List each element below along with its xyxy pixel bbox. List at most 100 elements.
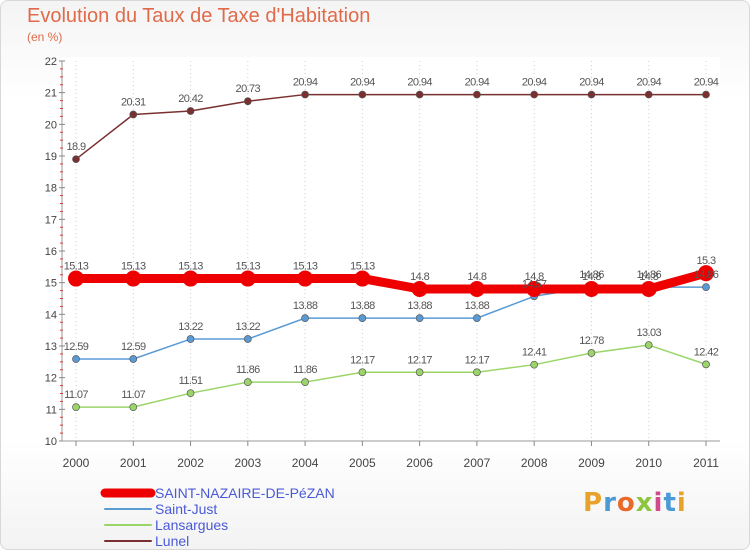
data-label: 11.86 bbox=[236, 364, 260, 376]
data-point bbox=[239, 270, 256, 287]
y-tick-label: 15 bbox=[45, 278, 57, 290]
data-label: 20.42 bbox=[178, 93, 203, 105]
data-point bbox=[186, 107, 195, 115]
data-label: 15.13 bbox=[121, 261, 146, 273]
data-label: 11.07 bbox=[121, 389, 145, 401]
data-point bbox=[186, 389, 195, 398]
y-tick-label: 14 bbox=[45, 309, 57, 321]
data-label: 12.78 bbox=[579, 335, 604, 347]
data-point bbox=[301, 378, 309, 386]
series-line bbox=[71, 268, 711, 294]
x-tick-label: 2009 bbox=[578, 456, 605, 470]
legend-label: Lansargues bbox=[155, 517, 228, 533]
x-tick-label: 2003 bbox=[234, 456, 261, 470]
x-tick-label: 2001 bbox=[120, 456, 147, 470]
data-label: 14.57 bbox=[522, 278, 547, 290]
y-tick-label: 17 bbox=[45, 214, 57, 226]
x-tick-label: 2004 bbox=[292, 456, 319, 470]
x-tick-label: 2010 bbox=[635, 456, 662, 470]
y-tick-label: 18 bbox=[45, 183, 57, 195]
data-label: 20.31 bbox=[121, 97, 146, 109]
data-point bbox=[354, 270, 371, 287]
data-label: 14.86 bbox=[636, 269, 661, 281]
data-label: 13.88 bbox=[293, 300, 318, 312]
data-point bbox=[301, 90, 309, 99]
data-label: 13.88 bbox=[465, 300, 490, 312]
data-label: 13.22 bbox=[178, 321, 203, 333]
chart-title: Evolution du Taux de Taxe d'Habitation bbox=[27, 5, 371, 27]
y-tick-label: 22 bbox=[45, 56, 57, 68]
data-label: 15.3 bbox=[696, 255, 715, 267]
data-label: 20.94 bbox=[407, 77, 432, 89]
proxiti-logo: Proxiti bbox=[583, 488, 687, 518]
data-label: 14.8 bbox=[410, 271, 429, 283]
data-point bbox=[72, 355, 80, 363]
data-point bbox=[411, 281, 428, 297]
data-label: 20.94 bbox=[694, 77, 719, 89]
y-tick-label: 13 bbox=[45, 341, 57, 353]
data-point bbox=[583, 281, 600, 297]
chart-unit-label: (en %) bbox=[27, 30, 63, 44]
data-point bbox=[702, 360, 710, 369]
data-label: 12.59 bbox=[121, 341, 146, 353]
data-point bbox=[640, 281, 657, 297]
data-label: 20.94 bbox=[579, 77, 604, 89]
data-point bbox=[415, 368, 424, 377]
data-label: 13.88 bbox=[350, 300, 375, 312]
y-tick-label: 16 bbox=[45, 246, 57, 258]
data-label: 20.94 bbox=[522, 77, 547, 89]
data-point bbox=[68, 270, 84, 287]
data-label: 15.13 bbox=[178, 261, 203, 273]
data-label: 14.8 bbox=[467, 271, 486, 283]
data-label: 15.13 bbox=[236, 261, 261, 273]
data-point bbox=[530, 90, 539, 99]
data-point bbox=[129, 110, 138, 119]
data-point bbox=[587, 349, 596, 357]
data-point bbox=[358, 368, 367, 377]
data-point bbox=[129, 403, 138, 411]
x-tick-label: 2005 bbox=[349, 456, 376, 470]
data-point bbox=[243, 335, 252, 343]
data-point bbox=[468, 281, 485, 297]
data-point bbox=[358, 90, 367, 99]
data-label: 13.03 bbox=[636, 327, 661, 339]
x-tick-label: 2002 bbox=[177, 456, 204, 470]
data-label: 14.8 bbox=[582, 271, 601, 283]
data-label: 18.9 bbox=[66, 141, 85, 153]
data-label: 14.8 bbox=[525, 271, 544, 283]
data-label: 12.42 bbox=[694, 346, 719, 358]
data-label: 12.59 bbox=[64, 341, 89, 353]
legend-label: SAINT-NAZAIRE-DE-PéZAN bbox=[155, 485, 335, 501]
x-tick-label: 2000 bbox=[63, 456, 90, 470]
x-tick-label: 2006 bbox=[406, 456, 433, 470]
data-point bbox=[698, 265, 714, 282]
data-label: 20.94 bbox=[293, 77, 318, 89]
data-label: 15.13 bbox=[293, 261, 318, 273]
data-point bbox=[186, 335, 195, 343]
data-point bbox=[301, 314, 309, 322]
data-point bbox=[644, 90, 653, 99]
data-point bbox=[644, 341, 653, 349]
series-saint-nazaire-de-p-zan bbox=[68, 265, 714, 297]
y-tick-label: 10 bbox=[45, 436, 57, 448]
data-point bbox=[530, 360, 539, 369]
data-label: 13.22 bbox=[236, 321, 261, 333]
x-tick-label: 2007 bbox=[464, 456, 491, 470]
data-point bbox=[182, 270, 199, 287]
data-label: 12.41 bbox=[522, 347, 547, 359]
data-point bbox=[358, 314, 367, 322]
data-label: 12.17 bbox=[465, 354, 490, 366]
plot-area bbox=[62, 57, 720, 445]
data-label: 11.86 bbox=[293, 364, 317, 376]
data-point bbox=[473, 368, 481, 377]
data-point bbox=[125, 270, 142, 287]
legend-label: Lunel bbox=[155, 533, 189, 549]
y-tick-label: 12 bbox=[45, 373, 57, 385]
data-point bbox=[702, 90, 710, 99]
data-label: 11.51 bbox=[179, 375, 203, 387]
data-label: 15.13 bbox=[350, 261, 375, 273]
data-point bbox=[526, 281, 543, 297]
data-label: 13.88 bbox=[407, 300, 432, 312]
